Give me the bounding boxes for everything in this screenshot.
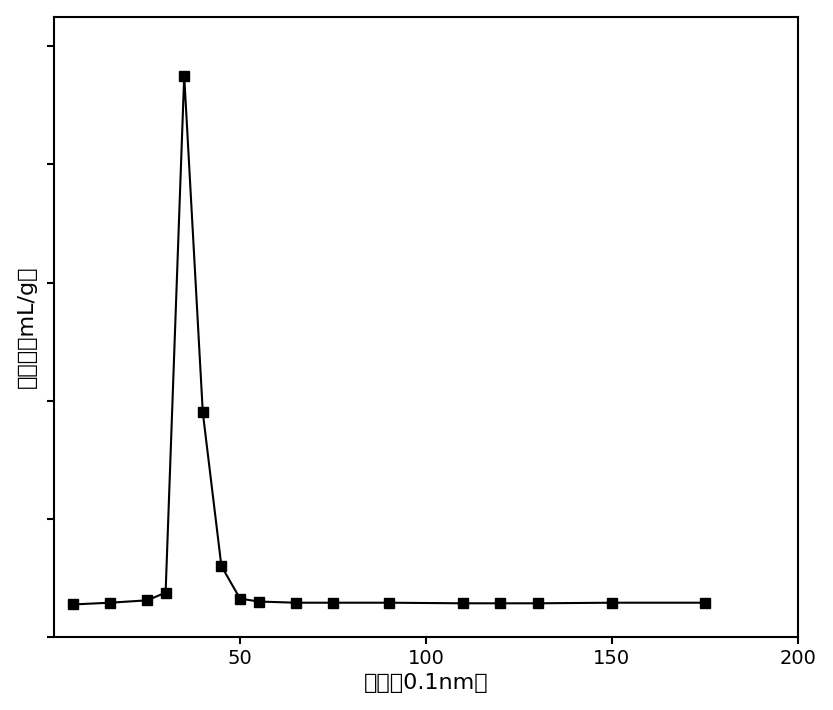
X-axis label: 孔径（0.1nm）: 孔径（0.1nm） — [364, 673, 488, 694]
Y-axis label: 孔体积（mL/g）: 孔体积（mL/g） — [17, 266, 37, 388]
